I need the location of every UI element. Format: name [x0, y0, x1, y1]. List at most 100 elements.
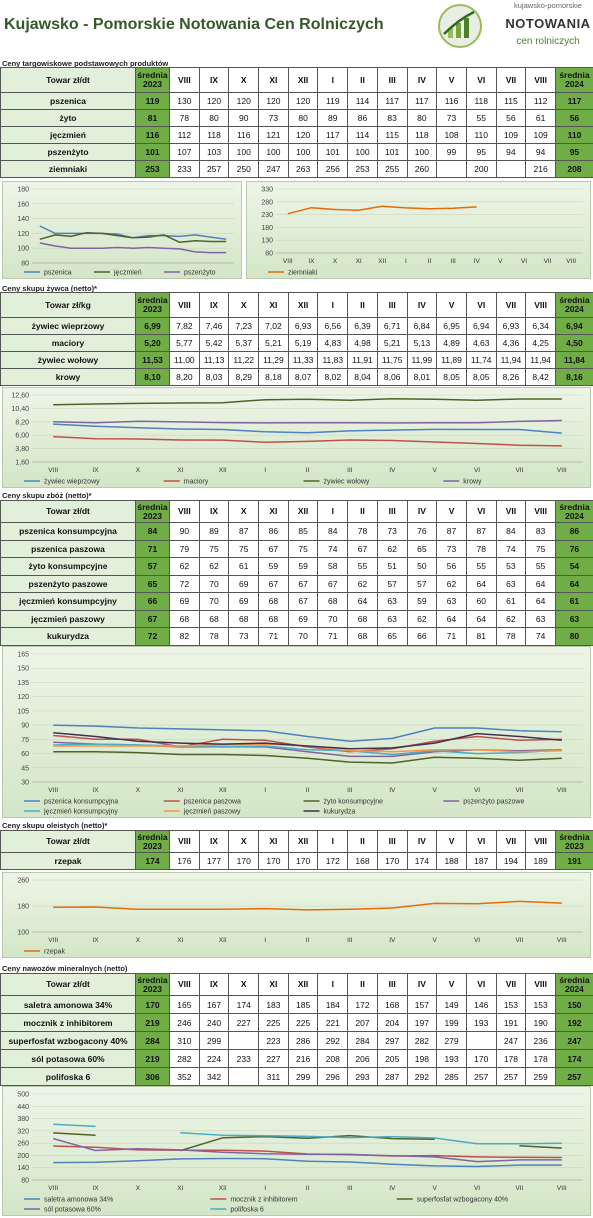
x-tick-label: III: [450, 258, 456, 265]
cell: 208: [554, 160, 593, 178]
x-tick-label: VI: [521, 258, 527, 265]
cell: 221: [317, 1013, 349, 1032]
cell: 11,91: [347, 351, 378, 369]
y-tick-label: 200: [17, 1153, 29, 1160]
cell: 185: [287, 995, 319, 1014]
x-tick-label: XI: [356, 258, 362, 265]
cell: 11,75: [376, 351, 408, 369]
cell: 257: [198, 160, 230, 178]
cell: 219: [135, 1013, 170, 1032]
series-line: [53, 743, 562, 756]
cell: 56: [436, 557, 467, 576]
y-tick-label: 140: [17, 1165, 29, 1172]
cell: 130: [169, 92, 200, 110]
cell: 64: [347, 592, 378, 611]
cell: 65: [135, 574, 170, 593]
cell: 62: [169, 557, 200, 576]
section-title: Ceny targowiskowe podstawowych produktów: [2, 59, 169, 68]
cell: 63: [436, 592, 467, 611]
cell: 75: [525, 539, 556, 558]
x-tick-label: I: [264, 937, 266, 944]
row-label: żyto: [0, 109, 136, 127]
x-tick-label: VIII: [48, 1185, 58, 1192]
cell: 75: [198, 539, 230, 558]
y-tick-label: 440: [17, 1104, 29, 1111]
cell: 70: [317, 609, 349, 628]
x-tick-label: VII: [515, 1185, 523, 1192]
cell: 115: [376, 126, 408, 144]
column-header: V: [436, 292, 467, 318]
cell: 53: [495, 557, 527, 576]
column-header: IX: [198, 500, 230, 523]
cell: 6,93: [495, 317, 527, 335]
column-header: VI: [465, 292, 497, 318]
x-tick-label: IV: [389, 1185, 396, 1192]
cell: 174: [228, 995, 260, 1014]
cell: 67: [135, 609, 170, 628]
chart: 80 100 120 140 160 180 pszenica jęczmień pszenży…: [2, 181, 242, 279]
x-tick-label: X: [136, 787, 141, 794]
cell: 87: [228, 522, 260, 541]
column-header: II: [347, 67, 378, 93]
cell: 73: [228, 627, 260, 646]
x-tick-label: II: [306, 787, 310, 794]
column-header: VIII: [169, 292, 200, 318]
cell: 95: [465, 143, 497, 161]
cell: 101: [317, 143, 349, 161]
cell: 90: [228, 109, 260, 127]
cell: 6,84: [406, 317, 438, 335]
cell: 80: [406, 109, 438, 127]
cell: 81: [465, 627, 497, 646]
cell: 62: [376, 539, 408, 558]
cell: 282: [406, 1031, 438, 1050]
cell: 72: [135, 627, 170, 646]
cell: 64: [436, 609, 467, 628]
x-tick-label: X: [136, 1185, 141, 1192]
row-label: polifoska 6: [0, 1067, 136, 1086]
y-tick-label: 280: [261, 199, 273, 206]
cell: 63: [376, 592, 408, 611]
cell: 6,93: [287, 317, 319, 335]
section-title: Ceny nawozów mineralnych (netto): [2, 964, 128, 973]
y-tick-label: 30: [21, 780, 29, 787]
cell: 192: [554, 1013, 593, 1032]
legend-label: żyto konsumpcyjne: [324, 799, 384, 806]
cell: 100: [347, 143, 378, 161]
cell: 8,07: [287, 368, 319, 386]
column-header: XI: [258, 292, 289, 318]
y-tick-label: 150: [17, 666, 29, 673]
cell: 197: [406, 1013, 438, 1032]
cell: 84: [317, 522, 349, 541]
cell: 4,83: [317, 334, 349, 352]
cell: 70: [198, 592, 230, 611]
data-table: Towar zł/dt średnia 2023 VIII IX X XI XII I II II…: [0, 830, 593, 870]
x-tick-label: VIII: [557, 467, 567, 474]
data-table: Towar zł/dt średnia 2023 VIII IX X XI XII I II II…: [0, 500, 593, 646]
table-row: pszenżyto 101 107 103 100 100 100 101 100 101 100 9…: [0, 143, 593, 161]
x-tick-label: V: [432, 1185, 437, 1192]
row-label: mocznik z inhibitorem: [0, 1013, 136, 1032]
column-header: X: [228, 830, 260, 853]
cell: 216: [287, 1049, 319, 1068]
row-label: jęczmień paszowy: [0, 609, 136, 628]
cell: 310: [169, 1031, 200, 1050]
cell: 204: [376, 1013, 408, 1032]
cell: 176: [169, 852, 200, 870]
cell: 8,29: [228, 368, 260, 386]
column-header: X: [228, 67, 260, 93]
cell: 62: [436, 574, 467, 593]
cell: 68: [198, 609, 230, 628]
cell: 68: [347, 609, 378, 628]
column-header: średnia 2024: [554, 500, 593, 523]
legend-label: mocznik z inhibitorem: [230, 1197, 297, 1204]
cell: 286: [287, 1031, 319, 1050]
column-header: IX: [198, 830, 230, 853]
header-row: Towar zł/kg średnia 2023 VIII IX X XI XII I II II…: [0, 292, 593, 318]
legend-label: kukurydza: [324, 809, 356, 816]
cell: 260: [406, 160, 438, 178]
cell: 84: [495, 522, 527, 541]
cell: 194: [495, 852, 527, 870]
cell: 67: [258, 574, 289, 593]
legend-label: saletra amonowa 34%: [44, 1197, 113, 1204]
